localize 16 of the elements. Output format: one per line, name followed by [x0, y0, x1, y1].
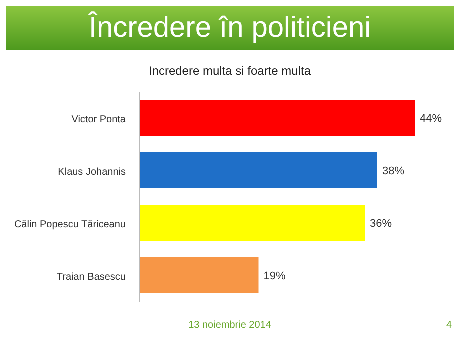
data-label: 19% — [264, 270, 286, 282]
data-label: 38% — [382, 165, 405, 178]
bar — [140, 100, 415, 136]
chart-subtitle: Incredere multa si foarte multa — [148, 64, 312, 78]
data-label: 36% — [370, 218, 392, 230]
text: 13 noiembrie 2014 — [188, 320, 272, 331]
y-tick-label: Victor Ponta — [72, 114, 126, 126]
y-tick-label: Călin Popescu Tăriceanu — [14, 219, 126, 230]
y-tick-label: Traian Basescu — [56, 272, 126, 283]
text: 4 — [446, 320, 452, 331]
chart-title: Încredere în politicieni — [6, 6, 454, 50]
data-label: 44% — [420, 112, 442, 125]
bar — [140, 205, 365, 241]
y-tick-label: Klaus Johannis — [58, 166, 126, 178]
bar — [140, 258, 259, 294]
bar — [140, 152, 378, 188]
